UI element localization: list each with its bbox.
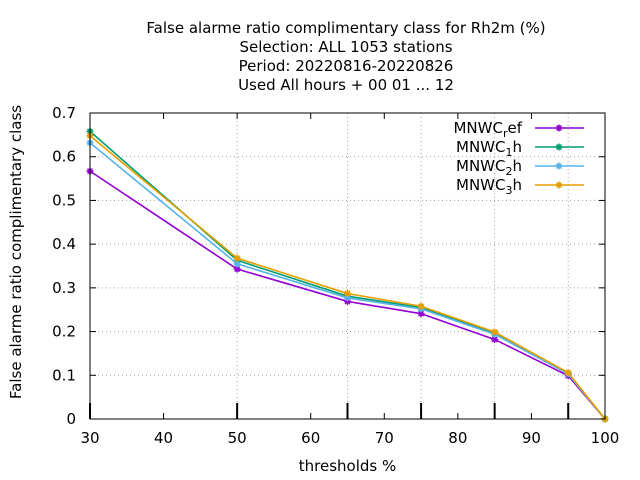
title-line-2: Period: 20220816-20220826 bbox=[239, 57, 454, 75]
title-line-1: Selection: ALL 1053 stations bbox=[239, 38, 452, 56]
series-3-point-cross bbox=[417, 302, 425, 310]
y-tick-label: 0.4 bbox=[52, 235, 76, 253]
y-tick-label: 0.5 bbox=[52, 191, 76, 209]
legend-marker-0-cross bbox=[555, 124, 563, 132]
series-3-point-cross bbox=[491, 328, 499, 336]
series-2-point-cross bbox=[344, 294, 351, 302]
y-tick-label: 0 bbox=[66, 410, 76, 428]
series-lines bbox=[86, 127, 609, 423]
legend-label-1: MNWC1h bbox=[456, 138, 522, 159]
axis-ticks: 0 0.1 0.2 0.3 0.4 0.5 0.6 0.7 30 40 50 60 70 80 90 100 bbox=[52, 104, 619, 447]
series-3-point-cross bbox=[233, 254, 241, 262]
x-tick-label: 80 bbox=[448, 429, 467, 447]
series-1 bbox=[86, 127, 609, 423]
y-tick-label: 0.2 bbox=[52, 323, 76, 341]
legend-label-0: MNWCref bbox=[453, 119, 522, 140]
series-3-point-cross bbox=[564, 369, 572, 377]
legend-marker-3-cross bbox=[555, 181, 563, 189]
title-line-0: False alarme ratio complimentary class f… bbox=[146, 19, 545, 37]
series-0-point-cross bbox=[491, 335, 499, 343]
legend-marker-2-cross bbox=[555, 162, 563, 170]
legend-label-2: MNWC2h bbox=[456, 157, 522, 178]
y-axis-label: False alarme ratio complimentary class bbox=[7, 105, 25, 399]
series-0-point-cross bbox=[233, 265, 241, 273]
x-tick-label: 90 bbox=[522, 429, 541, 447]
y-tick-label: 0.7 bbox=[52, 104, 76, 122]
legend-label-3: MNWC3h bbox=[456, 176, 522, 197]
title-line-3: Used All hours + 00 01 ... 12 bbox=[238, 76, 454, 94]
y-tick-label: 0.3 bbox=[52, 279, 76, 297]
grid bbox=[90, 113, 605, 419]
series-2-point-cross bbox=[233, 260, 241, 268]
series-line-1 bbox=[89, 130, 606, 420]
series-0-point-cross bbox=[417, 310, 425, 318]
y-tick-label: 0.1 bbox=[52, 366, 76, 384]
x-tick-label: 40 bbox=[154, 429, 173, 447]
x-tick-label: 50 bbox=[228, 429, 247, 447]
x-tick-label: 60 bbox=[301, 429, 320, 447]
y-tick-label: 0.6 bbox=[52, 148, 76, 166]
x-tick-label: 30 bbox=[80, 429, 99, 447]
x-tick-label: 70 bbox=[375, 429, 394, 447]
x-axis-label: thresholds % bbox=[299, 457, 396, 475]
series-3-point-cross bbox=[344, 290, 351, 298]
legend-marker-1-cross bbox=[555, 143, 563, 151]
chart-title: False alarme ratio complimentary class f… bbox=[146, 19, 545, 94]
x-tick-label: 100 bbox=[591, 429, 620, 447]
